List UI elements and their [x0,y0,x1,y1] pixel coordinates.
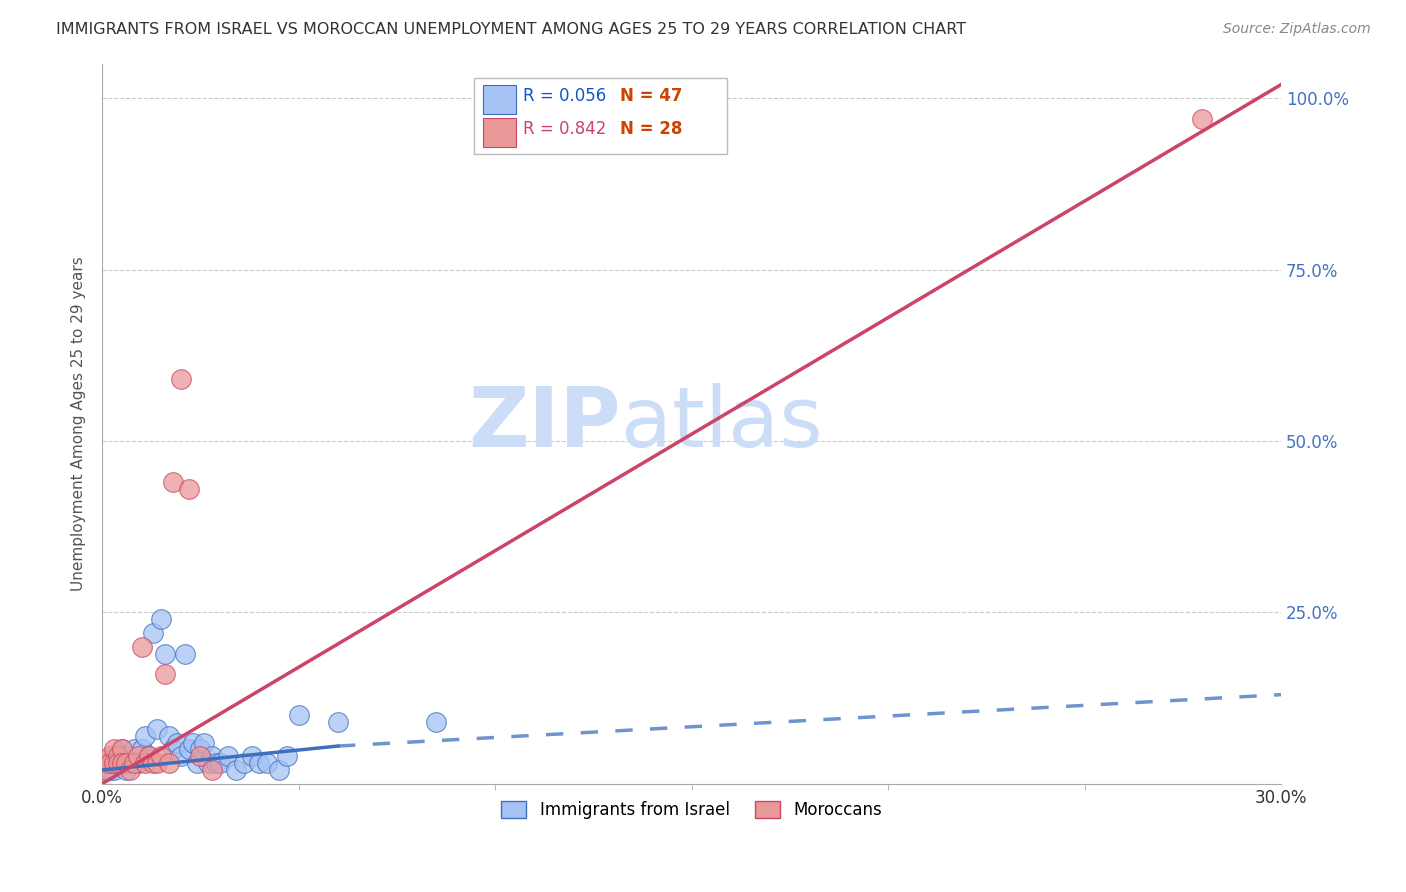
Point [107,756,129,771]
Point [201,763,224,777]
Point [256,756,278,771]
Text: R = 0.056: R = 0.056 [523,87,606,105]
Point [173,647,195,661]
FancyBboxPatch shape [482,85,516,113]
Point [107,756,129,771]
Point [111,756,134,771]
Point [425,714,447,729]
Legend: Immigrants from Israel, Moroccans: Immigrants from Israel, Moroccans [495,794,889,826]
Point [94,756,117,771]
Text: R = 0.842: R = 0.842 [523,120,606,138]
Point [150,749,173,764]
Point [157,729,180,743]
Point [98,763,121,777]
Point [127,749,149,764]
Point [131,640,153,654]
Point [111,742,134,756]
Point [103,756,125,771]
Point [157,756,180,771]
Point [217,749,239,764]
Point [170,372,193,386]
FancyBboxPatch shape [474,78,727,154]
Text: N = 28: N = 28 [620,120,682,138]
Point [103,749,125,764]
Point [240,749,263,764]
Point [98,756,121,771]
Point [138,749,160,764]
Point [146,756,169,771]
Point [162,742,184,756]
Point [103,742,125,756]
Point [150,612,173,626]
Point [98,756,121,771]
Point [166,736,188,750]
Point [201,749,224,764]
Point [181,736,204,750]
Point [1191,112,1213,126]
Point [103,756,125,771]
Text: ZIP: ZIP [468,384,621,465]
Point [153,667,176,681]
Point [134,756,156,771]
Point [162,475,184,490]
Point [146,722,169,736]
Point [122,756,145,771]
Point [247,756,270,771]
Point [134,729,156,743]
Point [111,742,134,756]
Point [131,742,153,756]
Point [142,756,165,771]
Point [114,756,136,771]
Point [205,756,228,771]
Point [276,749,298,764]
Point [94,763,117,777]
Text: IMMIGRANTS FROM ISRAEL VS MOROCCAN UNEMPLOYMENT AMONG AGES 25 TO 29 YEARS CORREL: IMMIGRANTS FROM ISRAEL VS MOROCCAN UNEMP… [56,22,966,37]
Point [197,756,219,771]
Point [142,626,165,640]
Text: atlas: atlas [621,384,823,465]
Point [177,482,200,496]
FancyBboxPatch shape [482,118,516,147]
Text: N = 47: N = 47 [620,87,682,105]
Point [287,708,309,723]
Point [103,763,125,777]
Point [170,749,193,764]
Point [107,756,129,771]
Y-axis label: Unemployment Among Ages 25 to 29 years: Unemployment Among Ages 25 to 29 years [72,257,86,591]
Point [190,742,212,756]
Point [111,756,134,771]
Point [153,647,176,661]
Point [177,742,200,756]
Point [114,749,136,764]
Point [193,736,215,750]
Point [98,749,121,764]
Point [186,756,208,771]
Point [114,763,136,777]
Point [107,749,129,764]
Point [326,714,349,729]
Point [138,749,160,764]
Point [190,749,212,764]
Point [127,756,149,771]
Point [118,749,141,764]
Text: Source: ZipAtlas.com: Source: ZipAtlas.com [1223,22,1371,37]
Point [232,756,254,771]
Point [118,763,141,777]
Point [122,742,145,756]
Point [267,763,290,777]
Point [94,763,117,777]
Point [225,763,247,777]
Point [209,756,232,771]
